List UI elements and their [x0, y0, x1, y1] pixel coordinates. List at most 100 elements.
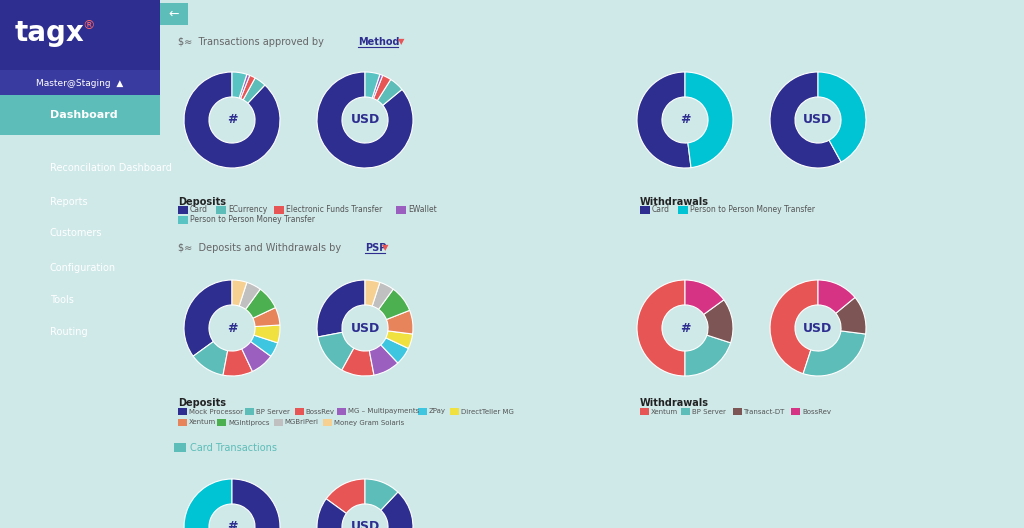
- Text: Tools: Tools: [50, 295, 74, 305]
- Wedge shape: [685, 335, 731, 376]
- Text: Reconcilation Dashboard: Reconcilation Dashboard: [50, 163, 172, 173]
- Text: ®: ®: [82, 20, 94, 33]
- Text: Card Transactions: Card Transactions: [190, 443, 278, 453]
- Wedge shape: [372, 282, 393, 309]
- Wedge shape: [327, 479, 365, 513]
- Wedge shape: [342, 348, 374, 376]
- Wedge shape: [379, 289, 410, 319]
- Wedge shape: [685, 280, 724, 315]
- Bar: [640, 408, 649, 415]
- Wedge shape: [803, 331, 865, 376]
- Text: $≈  Deposits and Withdrawals by: $≈ Deposits and Withdrawals by: [178, 243, 341, 253]
- Wedge shape: [365, 479, 398, 510]
- Bar: [0, 0, 160, 70]
- Wedge shape: [317, 492, 413, 528]
- Wedge shape: [317, 280, 365, 337]
- Text: USD: USD: [350, 322, 380, 335]
- Bar: [732, 408, 741, 415]
- Text: $≈  Transactions approved by: $≈ Transactions approved by: [178, 37, 324, 47]
- Bar: [274, 206, 284, 214]
- Wedge shape: [253, 308, 280, 326]
- Wedge shape: [685, 72, 733, 167]
- Wedge shape: [770, 280, 818, 374]
- Text: Mock Processor: Mock Processor: [189, 409, 243, 414]
- Bar: [396, 206, 406, 214]
- Bar: [0, 95, 160, 135]
- Wedge shape: [386, 310, 413, 334]
- Wedge shape: [232, 72, 247, 98]
- Bar: [450, 408, 459, 415]
- Bar: [681, 408, 690, 415]
- Text: BossRev: BossRev: [802, 409, 831, 414]
- Wedge shape: [378, 80, 402, 105]
- Bar: [217, 419, 226, 426]
- Wedge shape: [317, 332, 354, 370]
- Text: Deposits: Deposits: [178, 398, 226, 408]
- Wedge shape: [372, 74, 383, 99]
- Wedge shape: [184, 280, 232, 356]
- Wedge shape: [365, 72, 380, 98]
- Text: Card: Card: [190, 205, 208, 214]
- Text: Reports: Reports: [50, 197, 88, 207]
- Text: USD: USD: [804, 114, 833, 127]
- Text: Electronic Funds Transfer: Electronic Funds Transfer: [286, 205, 382, 214]
- Bar: [337, 408, 346, 415]
- Bar: [178, 419, 187, 426]
- Text: #: #: [226, 521, 238, 528]
- Wedge shape: [240, 282, 260, 309]
- Wedge shape: [365, 280, 380, 306]
- Wedge shape: [637, 72, 691, 168]
- Text: USD: USD: [350, 114, 380, 127]
- Text: Deposits: Deposits: [178, 197, 226, 207]
- Text: Configuration: Configuration: [50, 263, 116, 273]
- Text: Card: Card: [652, 205, 670, 214]
- Bar: [273, 419, 283, 426]
- Text: Method: Method: [358, 37, 399, 47]
- Text: MGBriPeri: MGBriPeri: [285, 420, 318, 426]
- Text: EWallet: EWallet: [408, 205, 437, 214]
- Wedge shape: [246, 289, 275, 318]
- Text: DirectTeller MG: DirectTeller MG: [461, 409, 514, 414]
- Text: Withdrawals: Withdrawals: [640, 398, 709, 408]
- Text: USD: USD: [804, 322, 833, 335]
- Bar: [295, 408, 303, 415]
- Text: BP Server: BP Server: [256, 409, 290, 414]
- Text: #: #: [680, 322, 690, 335]
- Bar: [174, 443, 186, 452]
- Wedge shape: [184, 479, 280, 528]
- Text: MGIntlprocs: MGIntlprocs: [228, 420, 269, 426]
- Wedge shape: [223, 349, 253, 376]
- Text: Routing: Routing: [50, 327, 88, 337]
- Text: Xentum: Xentum: [189, 420, 216, 426]
- Text: ▼: ▼: [398, 37, 404, 46]
- Text: tagx: tagx: [15, 19, 85, 47]
- Wedge shape: [242, 342, 270, 371]
- Text: Dashboard: Dashboard: [50, 110, 118, 120]
- Bar: [0, 70, 160, 95]
- Wedge shape: [374, 76, 391, 100]
- Text: ECurrency: ECurrency: [228, 205, 267, 214]
- Text: BP Server: BP Server: [692, 409, 726, 414]
- Bar: [418, 408, 427, 415]
- Wedge shape: [184, 72, 280, 168]
- Text: USD: USD: [350, 521, 380, 528]
- Bar: [178, 216, 188, 224]
- Wedge shape: [770, 72, 841, 168]
- Wedge shape: [232, 280, 247, 306]
- Text: ←: ←: [169, 7, 179, 21]
- Text: #: #: [226, 114, 238, 127]
- Bar: [178, 408, 187, 415]
- Text: Money Gram Solaris: Money Gram Solaris: [334, 420, 404, 426]
- Wedge shape: [637, 280, 685, 376]
- Bar: [791, 408, 800, 415]
- Wedge shape: [703, 300, 733, 343]
- Wedge shape: [818, 72, 866, 162]
- Text: Transact-DT: Transact-DT: [743, 409, 784, 414]
- Bar: [640, 206, 650, 214]
- Wedge shape: [240, 74, 250, 99]
- Text: #: #: [226, 322, 238, 335]
- Text: Person to Person Money Transfer: Person to Person Money Transfer: [690, 205, 815, 214]
- Bar: [216, 206, 226, 214]
- Text: Customers: Customers: [50, 228, 102, 238]
- Wedge shape: [381, 338, 409, 363]
